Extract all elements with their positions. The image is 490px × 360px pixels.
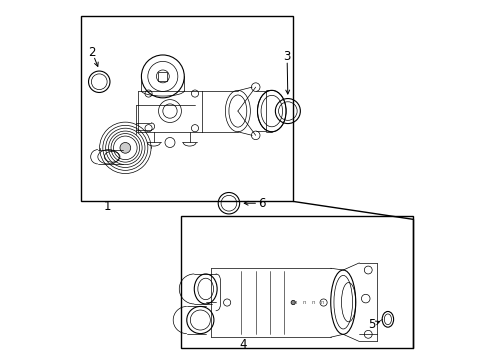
Text: n: n <box>293 300 297 305</box>
Text: n: n <box>311 300 315 305</box>
Text: n: n <box>320 300 323 305</box>
Text: 4: 4 <box>240 338 247 351</box>
Text: 3: 3 <box>283 50 291 63</box>
Circle shape <box>120 143 131 153</box>
Bar <box>81 17 293 202</box>
Text: 2: 2 <box>88 46 96 59</box>
Text: 1: 1 <box>104 200 111 213</box>
Text: 6: 6 <box>258 197 266 210</box>
Bar <box>158 72 168 81</box>
Circle shape <box>291 300 295 305</box>
Bar <box>181 216 413 348</box>
Text: 5: 5 <box>368 318 375 331</box>
Text: n: n <box>302 300 306 305</box>
